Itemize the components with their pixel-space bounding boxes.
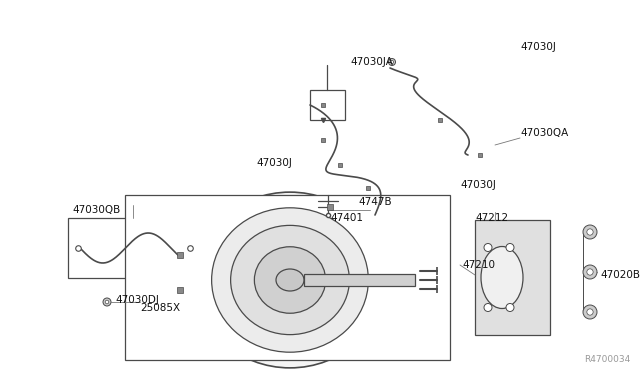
Circle shape bbox=[388, 58, 396, 65]
Text: R4700034: R4700034 bbox=[584, 355, 630, 364]
Text: 47030J: 47030J bbox=[460, 180, 496, 190]
Text: 47212: 47212 bbox=[475, 213, 508, 223]
Ellipse shape bbox=[195, 192, 385, 368]
Text: 47030J: 47030J bbox=[256, 158, 292, 168]
Bar bbox=[68, 218, 198, 278]
Circle shape bbox=[506, 304, 514, 311]
Bar bbox=[475, 220, 550, 335]
Text: 25085X: 25085X bbox=[140, 303, 180, 313]
Circle shape bbox=[583, 265, 597, 279]
Text: 47030QB: 47030QB bbox=[72, 205, 120, 215]
Ellipse shape bbox=[254, 247, 326, 313]
Ellipse shape bbox=[212, 208, 369, 352]
Text: 47020BA: 47020BA bbox=[600, 270, 640, 280]
Circle shape bbox=[583, 305, 597, 319]
Text: 47030DJ: 47030DJ bbox=[115, 295, 159, 305]
Circle shape bbox=[587, 229, 593, 235]
Text: 4747B: 4747B bbox=[358, 197, 392, 207]
Ellipse shape bbox=[481, 247, 523, 308]
Circle shape bbox=[103, 298, 111, 306]
Circle shape bbox=[390, 60, 394, 64]
Bar bbox=[125, 195, 450, 360]
Circle shape bbox=[583, 225, 597, 239]
Circle shape bbox=[506, 244, 514, 251]
Text: 47401: 47401 bbox=[330, 213, 363, 223]
Text: 47030QA: 47030QA bbox=[520, 128, 568, 138]
Ellipse shape bbox=[230, 225, 349, 335]
Bar bbox=[304, 274, 415, 286]
Circle shape bbox=[105, 300, 109, 304]
Ellipse shape bbox=[276, 269, 304, 291]
Circle shape bbox=[484, 244, 492, 251]
Text: 47030JA: 47030JA bbox=[350, 57, 393, 67]
Circle shape bbox=[484, 304, 492, 311]
Circle shape bbox=[587, 269, 593, 275]
Circle shape bbox=[587, 309, 593, 315]
Text: 47210: 47210 bbox=[462, 260, 495, 270]
Text: 47030J: 47030J bbox=[520, 42, 556, 52]
Bar bbox=[310, 90, 345, 120]
